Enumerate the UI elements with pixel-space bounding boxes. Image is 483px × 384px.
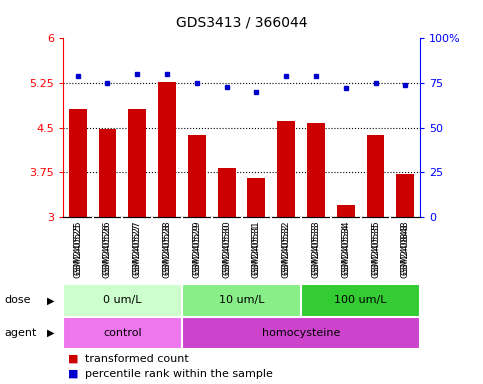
Text: GSM240527: GSM240527: [133, 220, 142, 275]
Bar: [182, 284, 301, 317]
Bar: [397, 174, 414, 217]
Text: GSM240533: GSM240533: [312, 223, 320, 278]
Text: homocysteine: homocysteine: [262, 328, 340, 338]
Text: percentile rank within the sample: percentile rank within the sample: [85, 369, 272, 379]
Text: GSM240530: GSM240530: [222, 220, 231, 275]
Bar: [301, 284, 420, 317]
Bar: [63, 284, 182, 317]
Text: GSM240527: GSM240527: [133, 223, 142, 278]
Text: 0 um/L: 0 um/L: [103, 295, 142, 306]
Text: ▶: ▶: [47, 295, 55, 306]
Text: 10 um/L: 10 um/L: [219, 295, 264, 306]
Text: GSM240848: GSM240848: [401, 220, 410, 275]
Bar: [182, 317, 420, 349]
Bar: [307, 123, 325, 217]
Text: GSM240531: GSM240531: [252, 223, 261, 278]
Bar: [337, 205, 355, 217]
Text: GSM240534: GSM240534: [341, 223, 350, 278]
Text: GSM240848: GSM240848: [401, 223, 410, 278]
Text: GSM240529: GSM240529: [192, 220, 201, 275]
Text: ▶: ▶: [47, 328, 55, 338]
Text: GSM240526: GSM240526: [103, 223, 112, 278]
Bar: [367, 135, 384, 217]
Text: GSM240530: GSM240530: [222, 223, 231, 278]
Text: ■: ■: [68, 369, 78, 379]
Text: GSM240529: GSM240529: [192, 223, 201, 278]
Bar: [63, 317, 182, 349]
Bar: [277, 121, 295, 217]
Text: GSM240525: GSM240525: [73, 223, 82, 278]
Bar: [128, 109, 146, 217]
Text: agent: agent: [5, 328, 37, 338]
Text: dose: dose: [5, 295, 31, 306]
Text: ■: ■: [68, 354, 78, 364]
Text: control: control: [103, 328, 142, 338]
Text: GSM240535: GSM240535: [371, 220, 380, 275]
Text: GSM240534: GSM240534: [341, 220, 350, 275]
Bar: [247, 178, 265, 217]
Text: GSM240525: GSM240525: [73, 220, 82, 275]
Bar: [218, 168, 236, 217]
Text: GSM240526: GSM240526: [103, 220, 112, 275]
Bar: [69, 109, 86, 217]
Text: GSM240528: GSM240528: [163, 223, 171, 278]
Bar: [188, 135, 206, 217]
Text: GSM240532: GSM240532: [282, 220, 291, 275]
Text: GSM240535: GSM240535: [371, 223, 380, 278]
Text: GSM240532: GSM240532: [282, 223, 291, 278]
Text: GSM240533: GSM240533: [312, 220, 320, 275]
Text: GSM240531: GSM240531: [252, 220, 261, 275]
Bar: [99, 129, 116, 217]
Text: transformed count: transformed count: [85, 354, 188, 364]
Text: 100 um/L: 100 um/L: [334, 295, 387, 306]
Text: GDS3413 / 366044: GDS3413 / 366044: [176, 15, 307, 29]
Text: GSM240528: GSM240528: [163, 220, 171, 275]
Bar: [158, 83, 176, 217]
